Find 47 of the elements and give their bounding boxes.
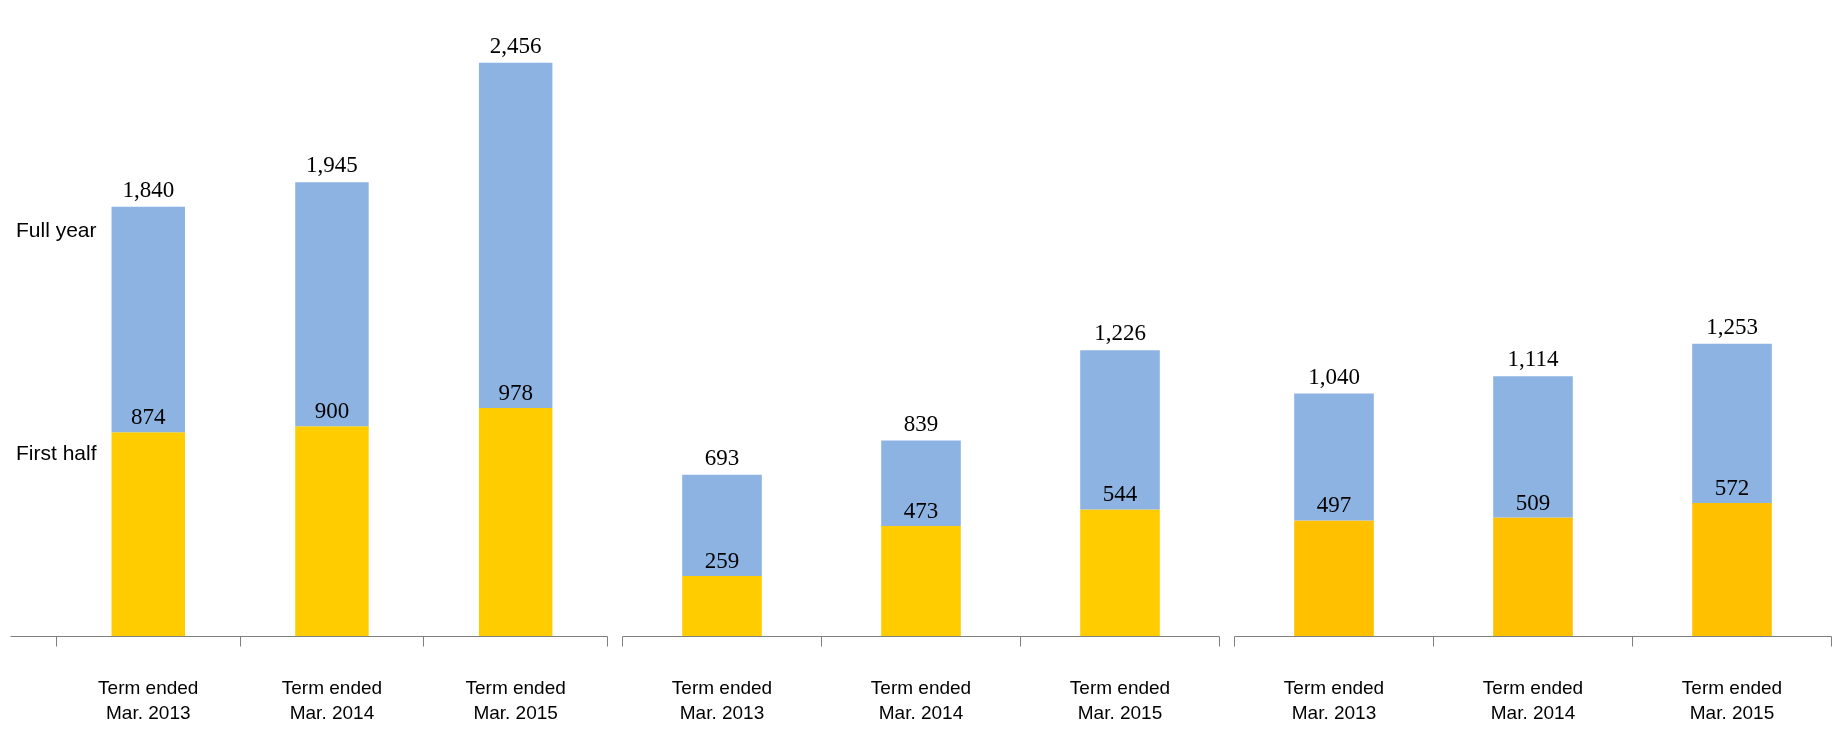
bar — [1493, 517, 1573, 637]
x-tick-label: Term ended Mar. 2014 — [281, 676, 383, 723]
x-tick-label: Term ended Mar. 2014 — [870, 676, 972, 723]
data-label: 473 — [903, 498, 939, 524]
bar — [295, 426, 369, 637]
x-tick-label: Term ended Mar. 2013 — [671, 676, 773, 723]
data-label: 259 — [704, 548, 740, 574]
bar — [111, 206, 186, 433]
bar — [1692, 502, 1772, 637]
bar — [881, 440, 961, 527]
data-label: 978 — [498, 380, 533, 406]
x-tick-label: Term ended Mar. 2013 — [1283, 676, 1385, 723]
total-label: 2,456 — [489, 32, 542, 58]
total-label: 693 — [704, 444, 740, 470]
total-label: 1,226 — [1094, 320, 1146, 346]
total-label: 1,253 — [1706, 313, 1758, 339]
data-label: 509 — [1515, 489, 1551, 515]
x-tick-label: Term ended Mar. 2014 — [1482, 676, 1584, 723]
bar — [1692, 343, 1772, 503]
total-label: 1,840 — [122, 176, 175, 202]
bar — [478, 62, 553, 409]
x-tick-label: Term ended Mar. 2015 — [1681, 676, 1783, 723]
x-tick-label: Term ended Mar. 2015 — [465, 676, 566, 723]
bar — [682, 576, 762, 637]
bar — [1294, 393, 1374, 521]
total-label: 1,114 — [1507, 346, 1559, 372]
bar — [881, 526, 961, 637]
bar — [111, 432, 186, 637]
data-label: 572 — [1714, 474, 1750, 500]
total-label: 1,040 — [1308, 363, 1360, 389]
bar — [1493, 376, 1573, 518]
bar — [478, 408, 553, 637]
bar — [1294, 520, 1374, 637]
bar — [295, 182, 369, 427]
bar — [1080, 509, 1160, 637]
total-label: 839 — [903, 410, 939, 436]
series-label: First half — [16, 441, 97, 465]
data-label: 497 — [1316, 492, 1352, 518]
bar — [682, 474, 762, 577]
total-label: 1,945 — [306, 152, 358, 178]
x-tick-label: Term ended Mar. 2015 — [1069, 676, 1171, 723]
data-label: 874 — [131, 404, 167, 430]
x-tick-label: Term ended Mar. 2013 — [98, 676, 199, 723]
data-label: 544 — [1102, 481, 1138, 507]
bar — [1080, 350, 1160, 510]
series-label: Full year — [16, 217, 97, 241]
data-label: 900 — [314, 398, 350, 424]
